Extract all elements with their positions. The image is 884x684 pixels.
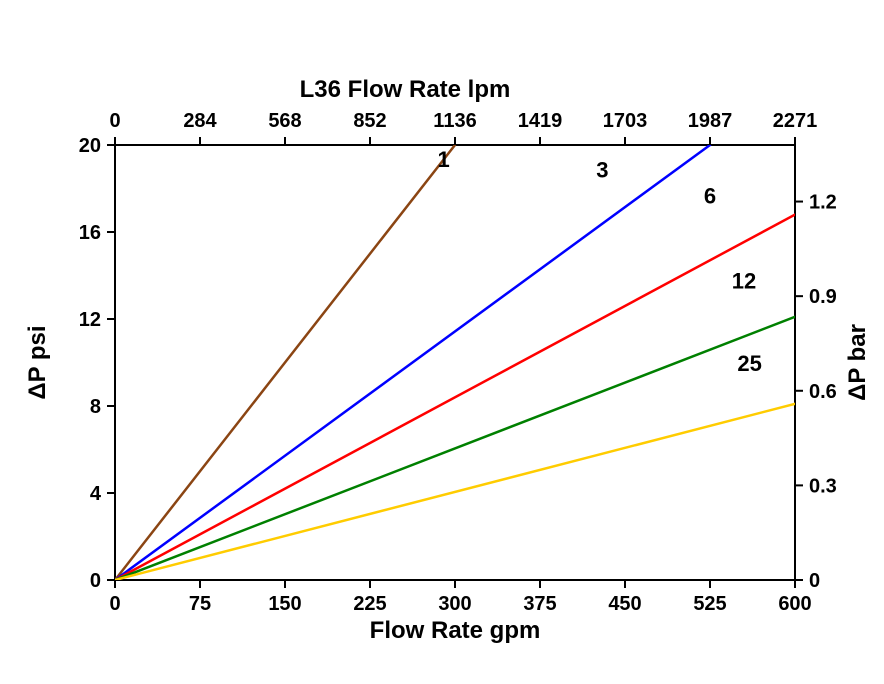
x-tick-label: 375: [523, 593, 556, 615]
chart-svg: 075150225300375450525600Flow Rate gpm028…: [0, 0, 884, 684]
series-label-12: 12: [732, 269, 756, 294]
x-tick-label: 300: [438, 593, 471, 615]
x-tick-label: 150: [268, 593, 301, 615]
y-tick-label: 0: [90, 570, 101, 592]
x2-tick-label: 568: [268, 110, 301, 132]
series-label-1: 1: [438, 147, 450, 172]
x-tick-label: 225: [353, 593, 386, 615]
x-tick-label: 0: [109, 593, 120, 615]
x2-tick-label: 852: [353, 110, 386, 132]
y2-tick-label: 1.2: [809, 192, 837, 214]
y-tick-label: 16: [79, 222, 101, 244]
series-label-6: 6: [704, 184, 716, 209]
y-tick-label: 4: [90, 483, 102, 505]
x2-tick-label: 1703: [603, 110, 648, 132]
x2-tick-label: 2271: [773, 110, 818, 132]
pressure-drop-chart: 075150225300375450525600Flow Rate gpm028…: [0, 0, 884, 684]
series-label-25: 25: [737, 351, 761, 376]
y2-axis-label: ΔP bar: [844, 324, 871, 401]
y-tick-label: 12: [79, 309, 101, 331]
x2-tick-label: 1136: [433, 110, 476, 132]
x2-tick-label: 0: [109, 110, 120, 132]
x-axis-label: Flow Rate gpm: [370, 617, 541, 644]
x-tick-label: 450: [608, 593, 641, 615]
x-tick-label: 600: [778, 593, 811, 615]
y2-tick-label: 0.3: [809, 475, 837, 497]
y2-tick-label: 0.9: [809, 286, 837, 308]
chart-title-top: L36 Flow Rate lpm: [300, 76, 511, 103]
x-tick-label: 525: [693, 593, 726, 615]
y2-tick-label: 0: [809, 570, 820, 592]
x2-tick-label: 284: [183, 110, 217, 132]
series-label-3: 3: [596, 158, 608, 183]
y2-tick-label: 0.6: [809, 381, 837, 403]
y-tick-label: 20: [79, 135, 101, 157]
y-axis-label: ΔP psi: [24, 325, 51, 399]
x-tick-label: 75: [189, 593, 211, 615]
x2-tick-label: 1987: [688, 110, 733, 132]
y-tick-label: 8: [90, 396, 101, 418]
x2-tick-label: 1419: [518, 110, 563, 132]
